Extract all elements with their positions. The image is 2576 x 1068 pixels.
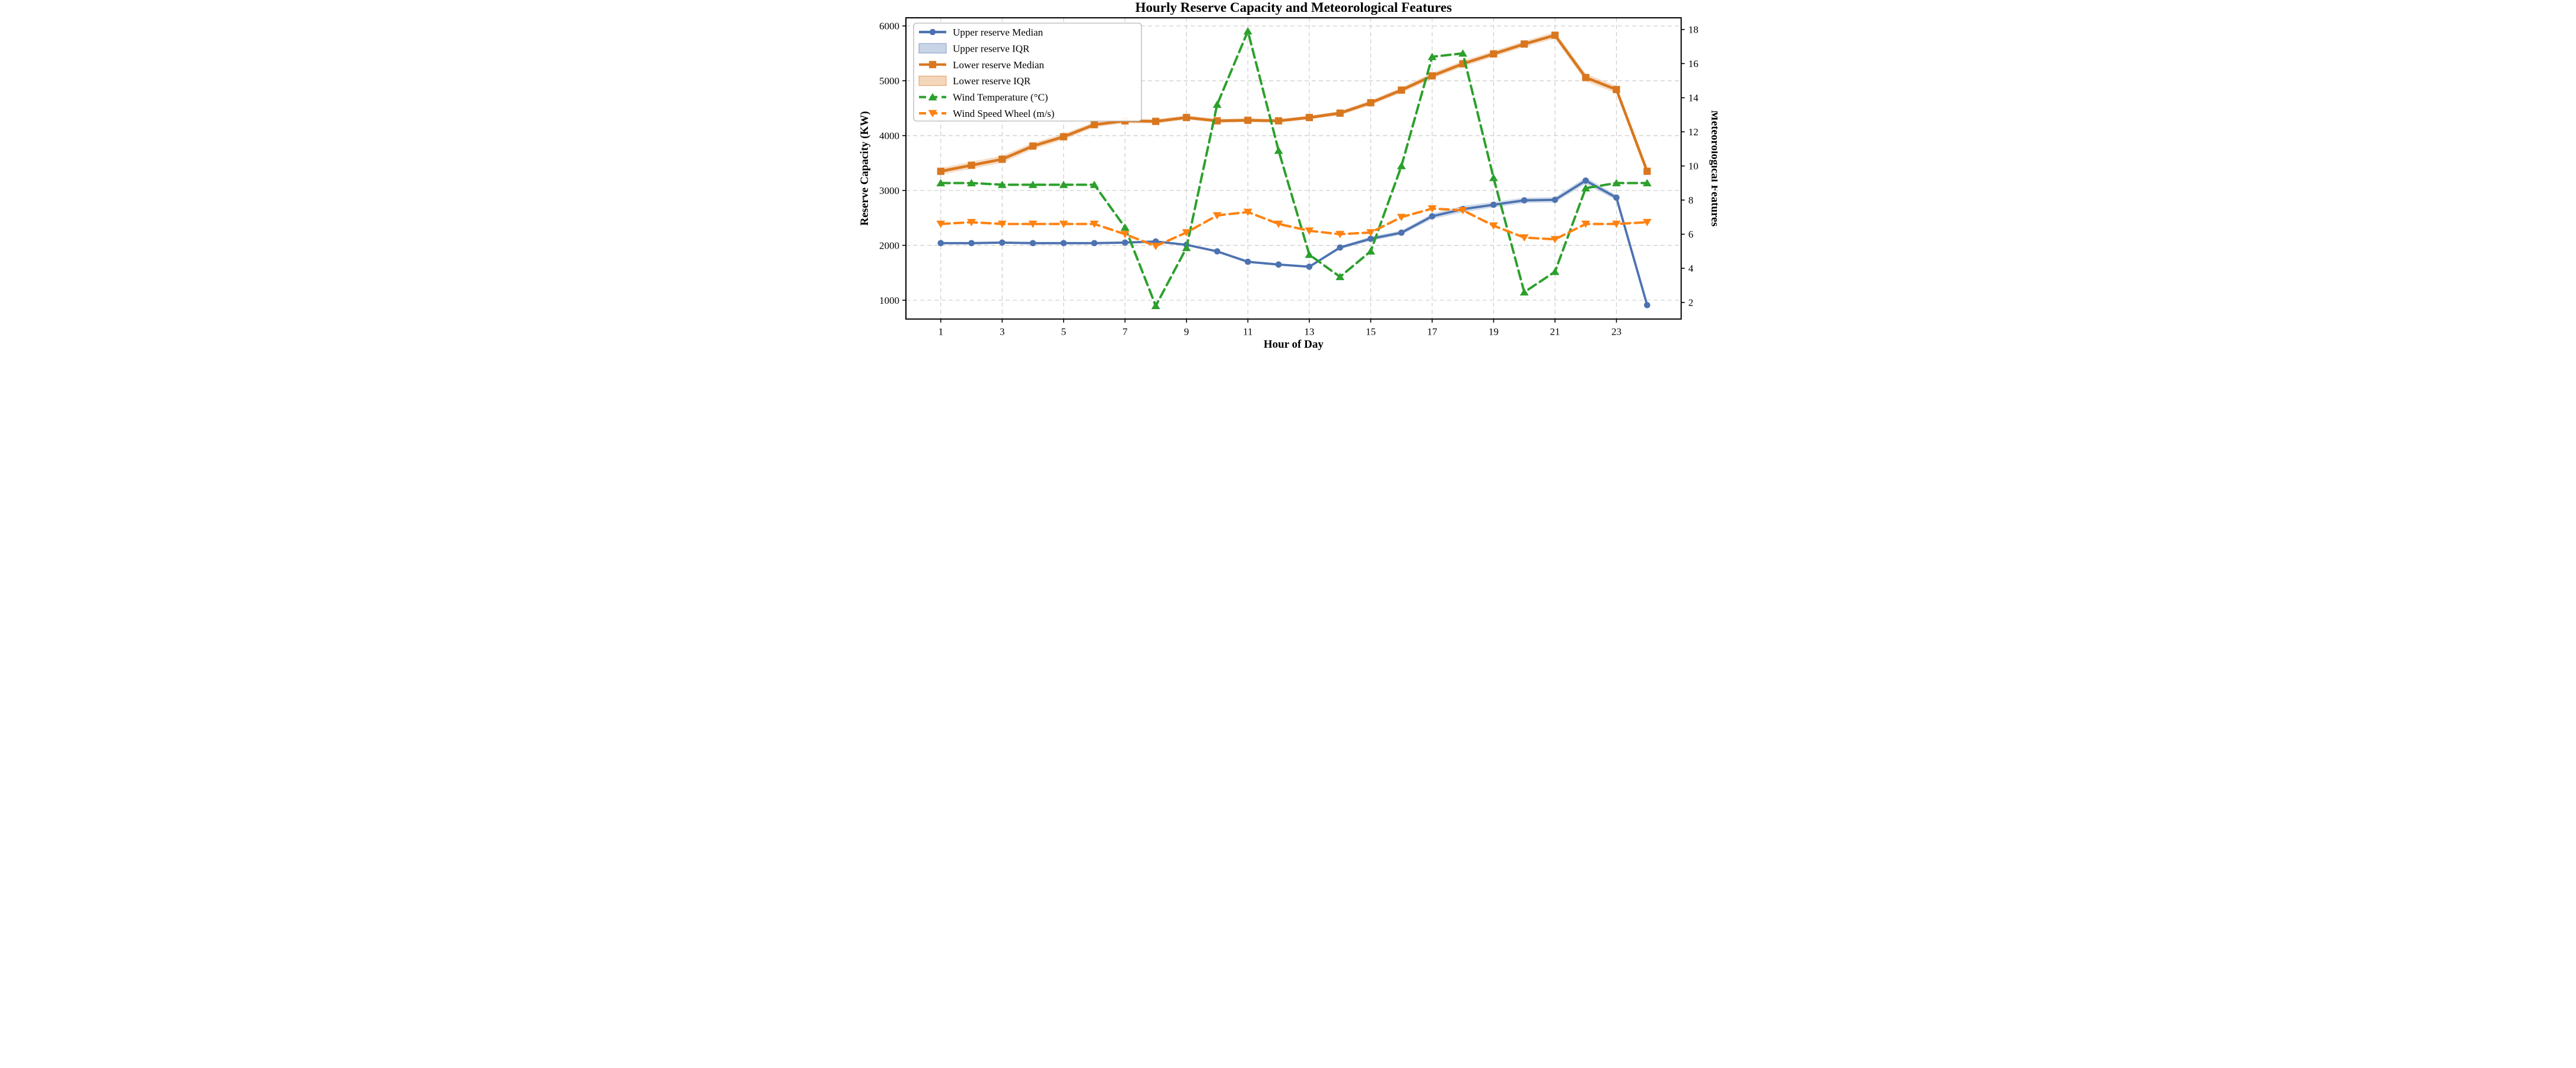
legend-item-wind-speed-wheel-m-s: Wind Speed Wheel (m/s) xyxy=(919,108,1054,119)
x-tick-label: 5 xyxy=(1061,326,1067,338)
y-left-tick-label: 4000 xyxy=(879,131,899,142)
legend-item-wind-temperature-c: Wind Temperature (°C) xyxy=(919,92,1048,103)
legend-label: Wind Temperature (°C) xyxy=(953,92,1048,103)
y-right-tick-label: 4 xyxy=(1688,263,1694,274)
y-left-tick-label: 1000 xyxy=(879,295,899,306)
series-lower-reserve-median xyxy=(937,31,1651,175)
x-tick-label: 9 xyxy=(1184,326,1190,338)
series-wind-temperature-c xyxy=(936,27,1652,310)
x-tick-label: 11 xyxy=(1243,326,1252,338)
tick-marks xyxy=(902,25,1685,323)
x-tick-label: 23 xyxy=(1611,326,1621,338)
chart-title: Hourly Reserve Capacity and Meteorologic… xyxy=(1135,0,1452,15)
y-right-tick-label: 16 xyxy=(1688,58,1699,69)
legend-item-upper-reserve-iqr: Upper reserve IQR xyxy=(918,43,1030,54)
legend-label: Lower reserve Median xyxy=(953,59,1044,71)
plot-border xyxy=(905,17,1682,320)
legend-label: Wind Speed Wheel (m/s) xyxy=(953,108,1054,119)
legend-item-lower-reserve-iqr: Lower reserve IQR xyxy=(918,75,1031,87)
series-wind-speed-wheel-m-s xyxy=(936,205,1652,250)
wind-speed-wheel-m-s-markers xyxy=(936,205,1652,250)
y-right-tick-label: 8 xyxy=(1688,195,1694,206)
x-tick-label: 19 xyxy=(1489,326,1499,338)
x-tick-label: 17 xyxy=(1427,326,1438,338)
legend-item-upper-reserve-median: Upper reserve Median xyxy=(919,27,1043,38)
legend-label: Lower reserve IQR xyxy=(953,75,1031,87)
y-axis-label-right: Meteorological Features xyxy=(1709,110,1718,227)
y-left-tick-label: 3000 xyxy=(879,185,899,196)
wind-temperature-c-markers xyxy=(936,27,1652,310)
band-upper-reserve-iqr xyxy=(940,177,1648,307)
x-tick-label: 1 xyxy=(938,326,943,338)
y-right-tick-label: 6 xyxy=(1688,229,1694,240)
y-right-tick-label: 2 xyxy=(1688,297,1694,309)
x-axis-label: Hour of Day xyxy=(1264,338,1324,351)
x-tick-label: 7 xyxy=(1122,326,1128,338)
y-left-tick-label: 5000 xyxy=(879,75,899,87)
y-left-tick-label: 2000 xyxy=(879,240,899,251)
y-right-tick-label: 12 xyxy=(1688,126,1699,138)
x-tick-label: 21 xyxy=(1550,326,1560,338)
figure: 1000 2000 3000 4000 5000 6000 2 4 6 8 10 12 14 16 18 1 3… xyxy=(858,0,1718,356)
legend-item-lower-reserve-median: Lower reserve Median xyxy=(919,59,1044,71)
y-right-tick-label: 14 xyxy=(1688,93,1699,104)
y-left-tick-label: 6000 xyxy=(879,21,899,32)
y-axis-label-left: Reserve Capacity (KW) xyxy=(858,111,871,225)
legend-label: Upper reserve Median xyxy=(953,27,1043,38)
legend-label: Upper reserve IQR xyxy=(953,43,1030,54)
series-upper-reserve-median xyxy=(937,177,1650,309)
legend: Upper reserve Median Upper reserve IQR Low… xyxy=(913,23,1142,122)
x-tick-label: 13 xyxy=(1304,326,1314,338)
y-right-tick-label: 10 xyxy=(1688,161,1699,172)
x-tick-label: 15 xyxy=(1366,326,1376,338)
y-right-tick-label: 18 xyxy=(1688,24,1699,36)
x-tick-label: 3 xyxy=(1000,326,1005,338)
